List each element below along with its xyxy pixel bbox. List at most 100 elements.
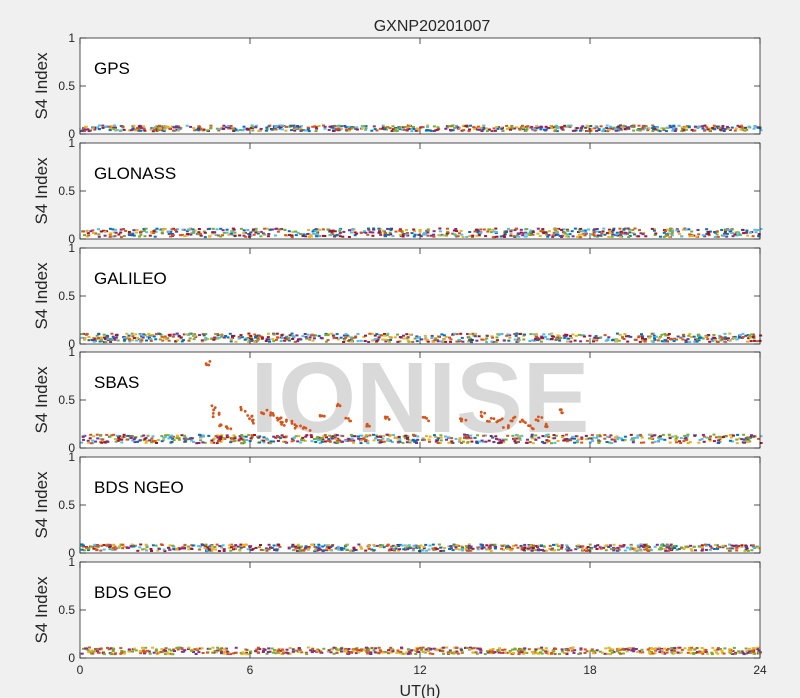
data-point (348, 340, 352, 343)
data-point (353, 435, 357, 438)
data-point (322, 124, 325, 127)
scintillation-point (483, 411, 487, 415)
data-point (150, 441, 154, 444)
data-point (278, 124, 281, 127)
data-point (581, 334, 585, 337)
data-point (657, 436, 661, 439)
scintillation-point (507, 424, 510, 427)
data-point (313, 125, 317, 128)
data-point (615, 650, 619, 653)
data-point (652, 125, 656, 128)
data-point (214, 548, 217, 551)
data-point (100, 439, 104, 442)
data-point (505, 334, 509, 337)
data-point (89, 442, 93, 445)
data-point (91, 229, 95, 232)
data-point (406, 435, 410, 438)
data-point (631, 126, 635, 129)
data-point (97, 333, 101, 336)
data-point (401, 128, 405, 131)
data-point (155, 126, 159, 129)
data-point (426, 340, 430, 343)
data-point (750, 333, 754, 336)
data-point (479, 228, 483, 231)
data-point (159, 650, 163, 653)
data-point (734, 127, 738, 130)
data-point (596, 544, 600, 547)
data-point (534, 438, 538, 441)
data-point (551, 547, 554, 550)
data-point (672, 340, 676, 343)
data-point (384, 235, 387, 238)
data-point (211, 231, 215, 234)
data-point (252, 228, 255, 231)
data-point (243, 652, 246, 655)
data-point (276, 436, 280, 438)
data-point (290, 440, 294, 443)
data-point (113, 235, 117, 238)
data-point (592, 650, 596, 653)
data-point (142, 228, 146, 230)
data-point (528, 441, 532, 444)
data-point (379, 650, 383, 653)
data-point (481, 338, 485, 341)
data-point (468, 339, 472, 342)
data-point (382, 651, 385, 654)
data-point (112, 543, 116, 546)
data-point (381, 544, 385, 547)
data-point (529, 544, 533, 547)
data-point (108, 235, 112, 238)
data-point (115, 434, 119, 437)
data-point (528, 340, 532, 342)
data-point (302, 439, 305, 442)
data-point (291, 648, 295, 651)
data-point (296, 440, 300, 443)
data-point (560, 544, 564, 547)
data-point (360, 648, 363, 651)
data-point (501, 438, 505, 441)
data-point (214, 333, 218, 335)
data-point (224, 126, 228, 129)
data-point (319, 548, 323, 551)
data-point (234, 547, 238, 550)
data-point (189, 233, 193, 236)
data-point (388, 340, 391, 343)
data-point (660, 127, 664, 130)
data-point (321, 545, 325, 548)
data-point (170, 434, 174, 437)
data-point (603, 437, 607, 440)
data-point (187, 646, 191, 649)
data-point (690, 235, 694, 237)
data-point (550, 442, 553, 445)
data-point (574, 548, 578, 551)
data-point (554, 434, 558, 437)
data-point (186, 233, 190, 235)
data-point (367, 544, 371, 547)
data-point (381, 229, 385, 232)
data-point (412, 434, 416, 437)
data-point (638, 129, 642, 132)
data-point (385, 339, 389, 342)
scintillation-point (308, 429, 312, 432)
data-point (87, 646, 91, 649)
data-point (659, 548, 663, 551)
data-point (726, 337, 730, 340)
data-point (539, 128, 543, 131)
data-point (343, 650, 347, 653)
data-point (113, 653, 117, 656)
data-point (557, 548, 560, 551)
data-point (125, 438, 129, 441)
data-point (716, 125, 720, 128)
data-point (233, 231, 237, 234)
data-point (737, 545, 740, 548)
data-point (697, 233, 701, 236)
data-point (653, 338, 657, 341)
data-point (134, 333, 138, 336)
data-point (311, 339, 315, 342)
data-point (102, 548, 106, 551)
data-point (542, 441, 546, 444)
data-point (320, 439, 324, 442)
data-point (294, 547, 298, 550)
data-point (731, 337, 735, 340)
data-point (154, 230, 158, 233)
